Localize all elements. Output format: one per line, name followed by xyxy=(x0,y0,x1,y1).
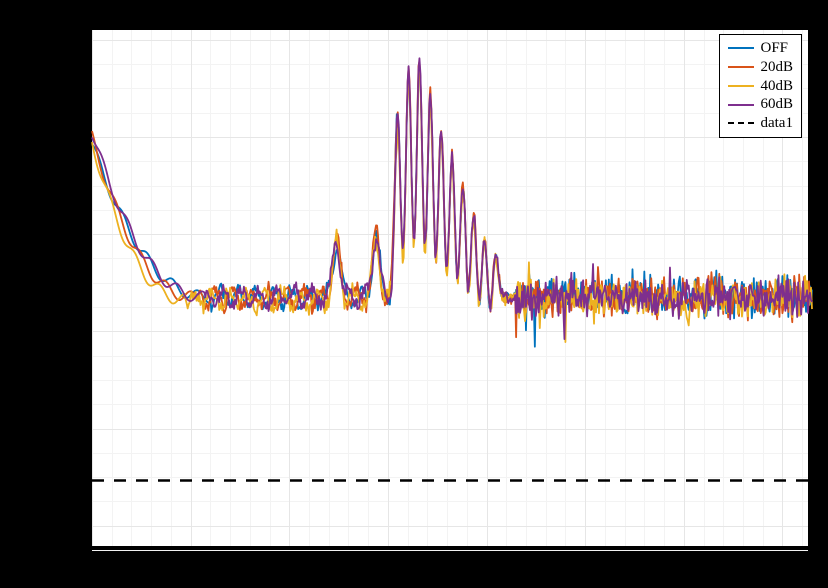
legend-swatch xyxy=(728,66,754,68)
chart-svg xyxy=(92,30,812,550)
legend-swatch xyxy=(728,104,754,106)
legend-entry: 40dB xyxy=(728,77,793,96)
plot-area: OFF20dB40dB60dBdata1 xyxy=(90,28,810,548)
legend-label: 40dB xyxy=(760,77,793,96)
legend-entry: 20dB xyxy=(728,58,793,77)
legend-entry: 60dB xyxy=(728,95,793,114)
legend-label: 20dB xyxy=(760,58,793,77)
grid-minor-h xyxy=(92,550,808,551)
legend-label: OFF xyxy=(760,39,788,58)
legend-entry: OFF xyxy=(728,39,793,58)
legend-swatch xyxy=(728,122,754,124)
legend-label: data1 xyxy=(760,114,792,133)
legend-swatch xyxy=(728,85,754,87)
legend-label: 60dB xyxy=(760,95,793,114)
legend: OFF20dB40dB60dBdata1 xyxy=(719,34,802,138)
legend-entry: data1 xyxy=(728,114,793,133)
series-40dB xyxy=(92,71,812,342)
chart-container: OFF20dB40dB60dBdata1 xyxy=(0,0,828,588)
legend-swatch xyxy=(728,47,754,49)
